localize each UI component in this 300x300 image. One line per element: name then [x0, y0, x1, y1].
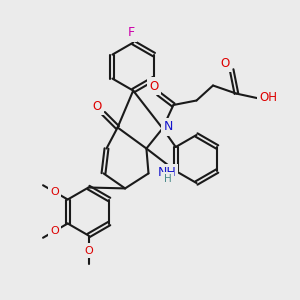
Text: O: O	[220, 56, 230, 70]
Text: NH: NH	[157, 166, 176, 179]
Text: H: H	[164, 174, 172, 184]
Text: O: O	[149, 80, 158, 93]
Text: F: F	[128, 26, 135, 40]
Text: O: O	[84, 245, 93, 256]
Text: O: O	[92, 100, 101, 113]
Text: O: O	[50, 187, 59, 197]
Text: O: O	[50, 226, 59, 236]
Text: OH: OH	[259, 91, 277, 104]
Text: N: N	[163, 120, 173, 134]
